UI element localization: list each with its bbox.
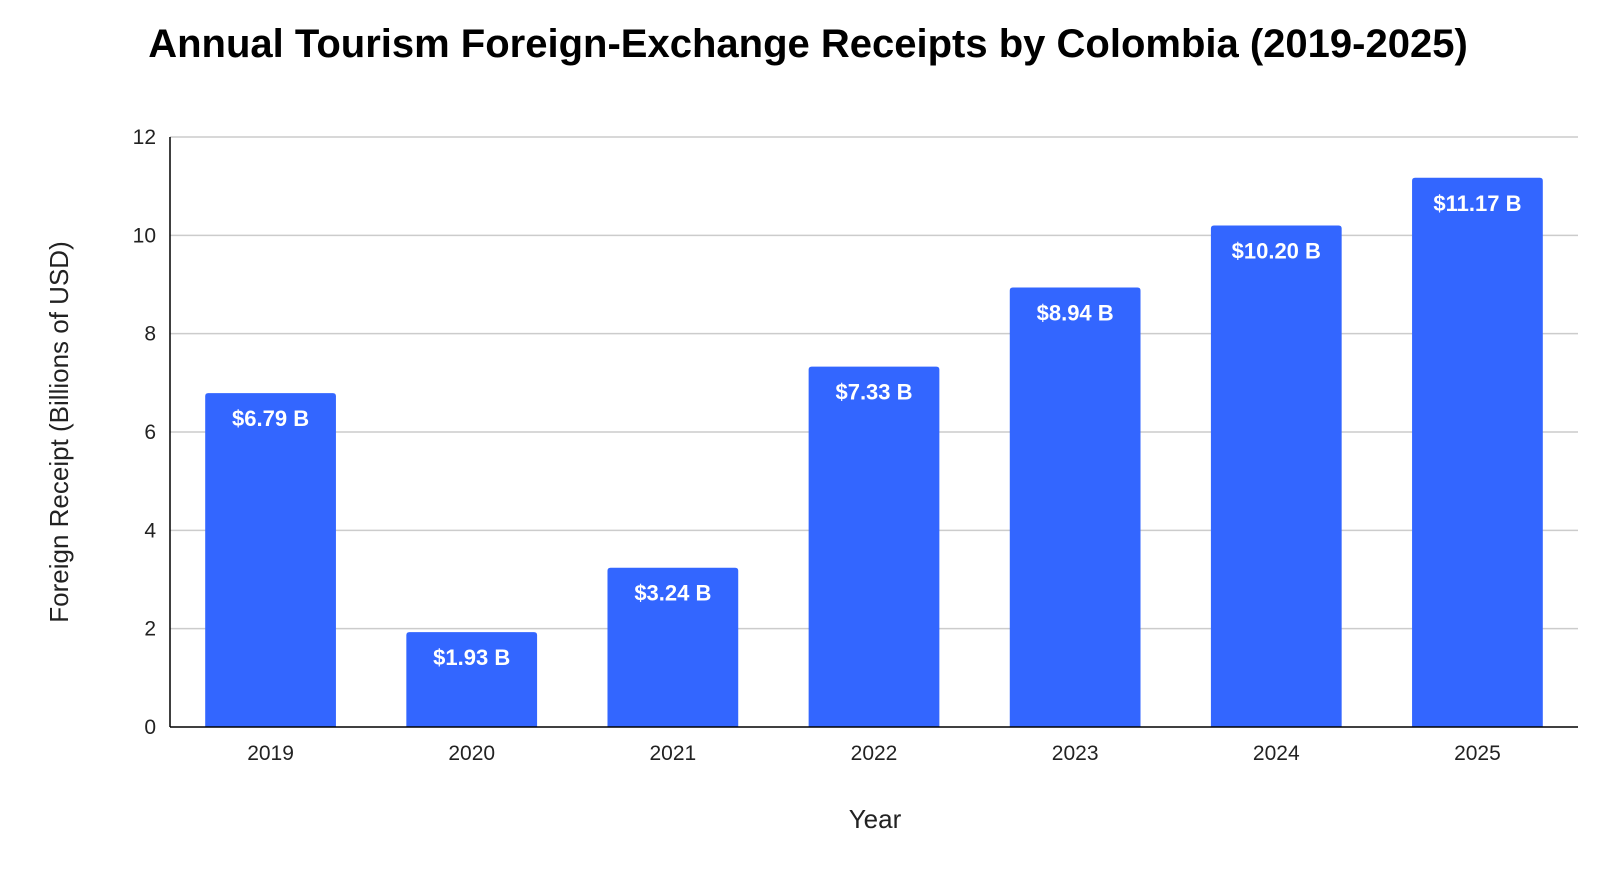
data-label-2020: $1.93 B	[433, 645, 510, 670]
x-tick-label-2019: 2019	[247, 742, 294, 765]
data-label-2024: $10.20 B	[1232, 239, 1321, 264]
y-tick-label: 10	[133, 224, 156, 247]
y-tick-label: 6	[144, 421, 156, 444]
y-tick-label: 2	[144, 618, 156, 641]
data-labels: $6.79 B $1.93 B $3.24 B $7.33 B $8.94 B $10.2…	[232, 191, 1521, 670]
x-tick-label-2023: 2023	[1052, 742, 1099, 765]
bar-2025	[1412, 177, 1543, 727]
bar-2023	[1009, 287, 1141, 727]
x-tick-label-2025: 2025	[1454, 742, 1501, 765]
bar-2020	[406, 632, 538, 727]
x-tick-label-2020: 2020	[448, 742, 495, 765]
x-tick-label-2024: 2024	[1253, 742, 1300, 765]
data-label-2021: $3.24 B	[634, 581, 711, 606]
bar-2019	[205, 393, 336, 727]
axes: 0 2 4 6 8 10 12 2019 2020 2021 2022 2023 2024 2025	[133, 126, 1578, 765]
y-tick-label: 4	[144, 519, 156, 542]
x-axis-label: Year	[849, 804, 902, 834]
bar-2022	[808, 366, 940, 727]
data-label-2025: $11.17 B	[1433, 191, 1521, 216]
bars	[205, 177, 1543, 727]
x-tick-label-2021: 2021	[649, 742, 696, 765]
y-axis-label: Foreign Receipt (Billions of USD)	[44, 241, 74, 622]
data-label-2023: $8.94 B	[1037, 300, 1114, 325]
chart-title: Annual Tourism Foreign-Exchange Receipts…	[148, 22, 1468, 66]
data-label-2022: $7.33 B	[835, 380, 912, 405]
bar-2021	[607, 567, 739, 727]
y-tick-label: 8	[144, 323, 156, 346]
data-label-2019: $6.79 B	[232, 406, 309, 431]
y-tick-label: 12	[133, 126, 156, 149]
bar-2024	[1210, 225, 1342, 727]
y-tick-label: 0	[144, 716, 156, 739]
x-tick-label-2022: 2022	[851, 742, 898, 765]
